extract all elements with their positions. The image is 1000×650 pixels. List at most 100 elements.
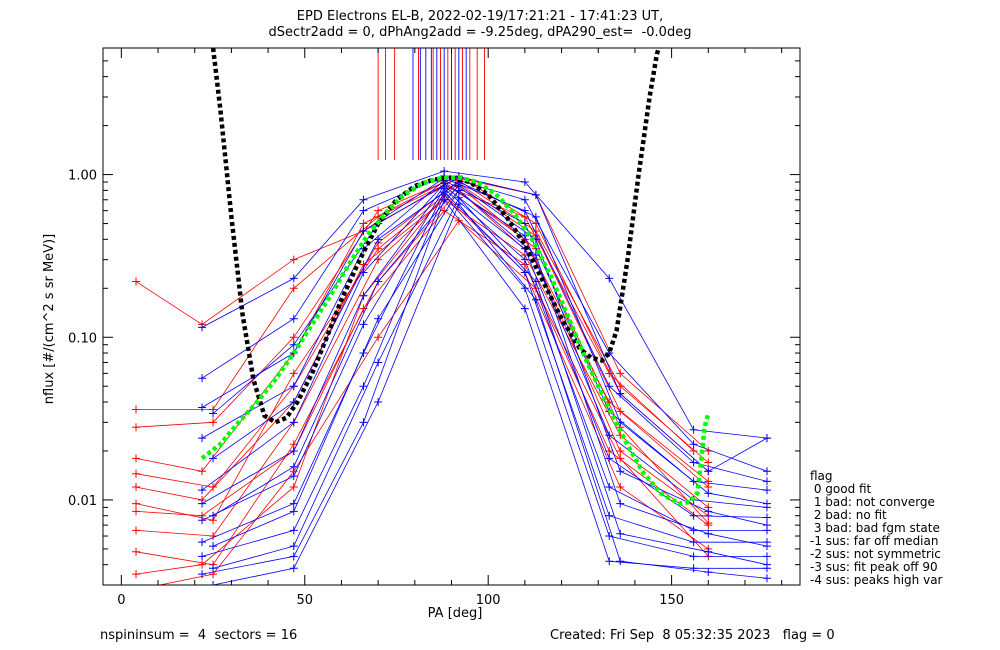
y-tick-label: 1.00 (68, 169, 97, 184)
data-point-blue (289, 564, 298, 573)
data-point-red (689, 446, 698, 455)
data-point-blue (531, 251, 540, 260)
data-point-blue (374, 235, 383, 244)
data-point-red (616, 369, 625, 378)
legend-item: 2 bad: no fit (810, 508, 887, 522)
data-point-red (209, 418, 218, 427)
data-point-blue (605, 483, 614, 492)
data-point-blue (209, 581, 218, 585)
data-point-blue (198, 434, 207, 443)
data-point-blue (531, 277, 540, 286)
data-point-blue (689, 440, 698, 449)
data-point-blue (605, 382, 614, 391)
series-line-blue (212, 197, 768, 569)
series-line-blue (213, 203, 768, 585)
data-point-blue (198, 516, 207, 525)
data-point-blue (289, 507, 298, 516)
legend-item: -2 sus: not symmetric (810, 547, 941, 561)
data-point-blue (374, 397, 383, 406)
fit-curve-green (200, 175, 711, 506)
data-point-blue (359, 195, 368, 204)
x-tick-label: 0 (117, 593, 125, 608)
data-point-blue (289, 382, 298, 391)
data-point-blue (689, 552, 698, 561)
data-point-blue (454, 186, 463, 195)
data-point-blue (762, 477, 771, 486)
chart-title-line1: EPD Electrons EL-B, 2022-02-19/17:21:21 … (296, 9, 664, 24)
data-point-blue (762, 467, 771, 476)
data-point-blue (359, 320, 368, 329)
data-point-blue (289, 446, 298, 455)
data-point-blue (198, 374, 207, 383)
data-point-red (132, 499, 141, 508)
data-point-red (132, 526, 141, 535)
data-point-blue (762, 552, 771, 561)
data-point-blue (616, 389, 625, 398)
flag-legend: flag 0 good fit 1 bad: not converge 2 ba… (810, 470, 942, 587)
data-point-blue (289, 552, 298, 561)
data-point-red (132, 454, 141, 463)
data-point-red (704, 521, 713, 530)
data-point-blue (289, 526, 298, 535)
data-point-blue (198, 486, 207, 495)
series-line-red (135, 183, 709, 521)
data-point-blue (209, 409, 218, 418)
data-point-blue (762, 521, 771, 530)
series-layer (132, 48, 771, 585)
data-point-blue (289, 462, 298, 471)
data-point-blue (689, 425, 698, 434)
data-point-blue (374, 277, 383, 286)
data-point-red (132, 423, 141, 432)
data-point-blue (289, 314, 298, 323)
data-point-blue (704, 507, 713, 516)
data-point-red (289, 483, 298, 492)
data-point-blue (359, 227, 368, 236)
data-point-blue (762, 542, 771, 551)
data-point-red (289, 333, 298, 342)
data-point-red (132, 507, 141, 516)
data-point-blue (605, 511, 614, 520)
legend-title: flag (810, 469, 833, 483)
data-point-blue (198, 570, 207, 579)
data-point-blue (289, 340, 298, 349)
data-point-red (289, 369, 298, 378)
series-line-red (135, 189, 709, 566)
data-point-red (132, 277, 141, 286)
data-point-blue (762, 434, 771, 443)
data-point-blue (605, 274, 614, 283)
data-point-blue (520, 195, 529, 204)
data-point-blue (704, 467, 713, 476)
data-point-blue (762, 513, 771, 522)
series-line-blue (201, 175, 768, 472)
data-point-blue (359, 382, 368, 391)
data-point-red (132, 570, 141, 579)
data-point-blue (209, 511, 218, 520)
data-point-blue (689, 526, 698, 535)
series-line-blue (201, 198, 767, 575)
series-line-blue (212, 181, 768, 504)
data-point-blue (605, 431, 614, 440)
x-tick-label: 150 (659, 593, 684, 608)
data-point-blue (616, 557, 625, 566)
x-tick-label: 100 (476, 593, 501, 608)
data-point-red (198, 560, 207, 569)
data-point-blue (198, 499, 207, 508)
series-line-blue (201, 187, 767, 531)
legend-item: 0 good fit (810, 482, 872, 496)
series-line-red (135, 185, 709, 537)
data-point-blue (374, 358, 383, 367)
series-line-blue (201, 194, 767, 557)
data-point-blue (209, 454, 218, 463)
data-point-blue (605, 557, 614, 566)
data-point-blue (289, 542, 298, 551)
data-point-red (289, 284, 298, 293)
data-point-red (132, 547, 141, 556)
data-point-red (132, 469, 141, 478)
series-line-blue (212, 189, 768, 547)
data-point-blue (531, 212, 540, 221)
data-point-red (374, 206, 383, 215)
data-point-blue (359, 418, 368, 427)
series-line-blue (201, 170, 768, 439)
data-point-blue (762, 486, 771, 495)
series-line-blue (212, 184, 768, 526)
